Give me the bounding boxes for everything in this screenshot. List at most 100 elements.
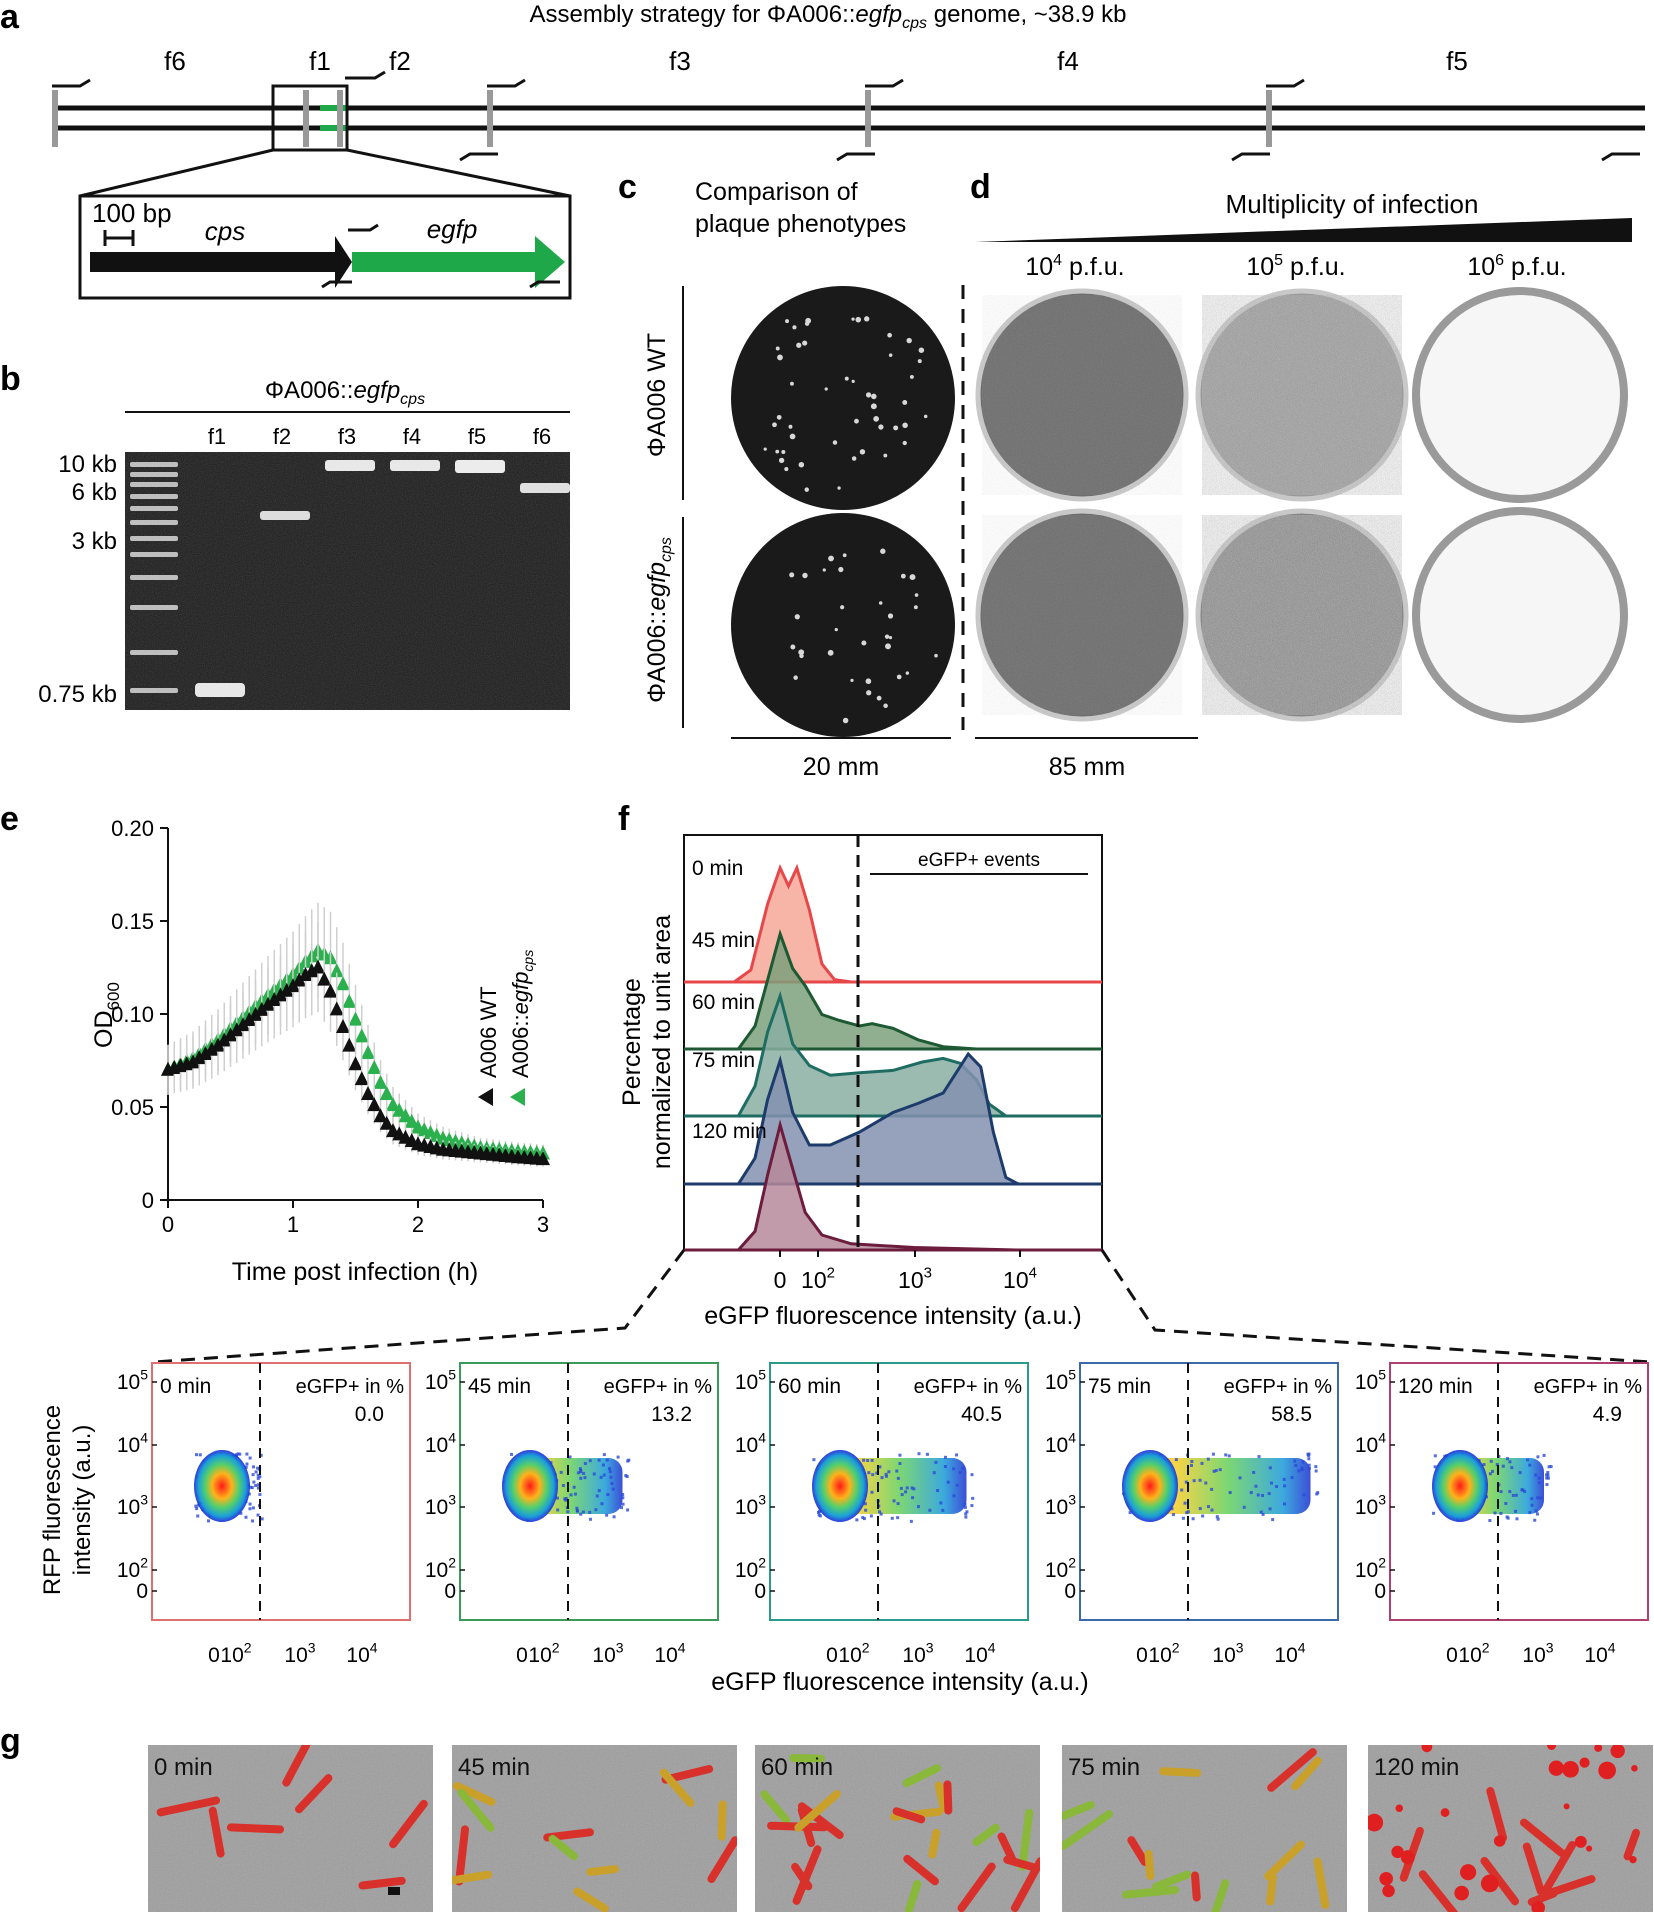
plaque bbox=[865, 678, 872, 685]
event bbox=[245, 1462, 249, 1466]
event bbox=[568, 1455, 572, 1459]
data-point bbox=[329, 963, 344, 978]
event bbox=[1293, 1459, 1297, 1463]
plaque bbox=[887, 613, 894, 619]
plaque bbox=[798, 461, 805, 468]
event bbox=[862, 1458, 866, 1462]
event bbox=[941, 1508, 945, 1512]
flow-core bbox=[812, 1450, 868, 1522]
event bbox=[887, 1470, 891, 1474]
event bbox=[248, 1507, 252, 1511]
primer-arrow bbox=[1601, 152, 1640, 162]
event bbox=[251, 1519, 255, 1523]
event bbox=[898, 1462, 902, 1466]
event bbox=[195, 1507, 199, 1511]
plaque bbox=[917, 359, 922, 364]
plaque bbox=[799, 653, 804, 659]
event bbox=[601, 1463, 605, 1467]
event bbox=[244, 1515, 248, 1519]
flow-frame bbox=[151, 1362, 411, 1621]
bacterium bbox=[902, 1764, 942, 1788]
data-point bbox=[404, 1113, 419, 1128]
bacterium bbox=[1266, 1873, 1277, 1906]
growth-chart: 0 1 2 3 0 0.05 0.10 0.15 0.20 OD600 Time post infe… bbox=[90, 816, 550, 1286]
event bbox=[251, 1473, 255, 1477]
plaque bbox=[861, 640, 867, 646]
scale-bar bbox=[388, 1887, 400, 1895]
event bbox=[612, 1515, 616, 1519]
plaque bbox=[906, 337, 912, 344]
event bbox=[1545, 1476, 1549, 1480]
plaque bbox=[850, 678, 854, 682]
tick-label: 0 bbox=[1374, 1580, 1386, 1603]
event bbox=[904, 1490, 908, 1494]
lane-label: f4 bbox=[403, 424, 421, 449]
plaque bbox=[851, 456, 857, 461]
event bbox=[564, 1497, 568, 1501]
data-point bbox=[254, 1001, 269, 1016]
gate-caption: eGFP+ in % bbox=[1224, 1376, 1333, 1398]
event bbox=[597, 1489, 601, 1493]
plaque bbox=[859, 449, 866, 455]
event bbox=[870, 1458, 874, 1462]
plaque bbox=[866, 690, 872, 696]
event bbox=[594, 1508, 598, 1512]
primer-arrow bbox=[865, 78, 904, 88]
bacterium bbox=[717, 1800, 727, 1841]
lane-label: f3 bbox=[338, 424, 356, 449]
lane-label: f6 bbox=[533, 424, 551, 449]
event bbox=[912, 1487, 916, 1491]
flow-core bbox=[1432, 1450, 1488, 1522]
event bbox=[939, 1501, 943, 1505]
lysed-cell bbox=[1610, 1745, 1625, 1759]
genome-map bbox=[52, 70, 1645, 198]
event bbox=[1170, 1507, 1174, 1511]
lysed-cell bbox=[1382, 1884, 1395, 1898]
bacterium bbox=[1540, 1840, 1577, 1897]
data-point bbox=[398, 1108, 413, 1123]
lysed-cell bbox=[1379, 1871, 1393, 1886]
event bbox=[575, 1506, 579, 1510]
event bbox=[1506, 1516, 1510, 1520]
plaque bbox=[864, 316, 870, 322]
bacterium bbox=[1519, 1818, 1566, 1857]
bacterium bbox=[1623, 1828, 1640, 1861]
event bbox=[1514, 1509, 1518, 1513]
data-point bbox=[273, 987, 288, 1002]
plaque bbox=[918, 347, 925, 353]
bacterium bbox=[1313, 1857, 1330, 1909]
data-point bbox=[379, 1115, 394, 1130]
event bbox=[1534, 1473, 1538, 1477]
data-point bbox=[336, 976, 350, 991]
panel-c-title-2: plaque phenotypes bbox=[695, 210, 906, 238]
plaque bbox=[840, 605, 845, 610]
event bbox=[812, 1458, 816, 1462]
event bbox=[588, 1510, 592, 1514]
primer-arrow bbox=[836, 152, 875, 162]
event bbox=[905, 1486, 909, 1490]
plaque bbox=[792, 325, 797, 330]
event bbox=[1300, 1466, 1304, 1470]
event bbox=[1314, 1469, 1318, 1473]
data-point bbox=[204, 1041, 219, 1056]
bacterium bbox=[1127, 1836, 1149, 1866]
plaque bbox=[902, 440, 907, 446]
x-tick-label: 1 bbox=[287, 1212, 299, 1237]
event bbox=[1294, 1463, 1298, 1467]
plaque bbox=[854, 418, 859, 424]
egfp-gene-arrow bbox=[352, 236, 565, 288]
event bbox=[1249, 1491, 1253, 1495]
histogram-0 bbox=[684, 863, 1102, 984]
event bbox=[248, 1456, 252, 1460]
event bbox=[1297, 1469, 1301, 1473]
plaque bbox=[900, 573, 906, 579]
cps-label: cps bbox=[205, 216, 245, 246]
bacterium bbox=[972, 1823, 1000, 1847]
flow-xlabel: eGFP fluorescence intensity (a.u.) bbox=[711, 1668, 1089, 1696]
primer-arrow bbox=[1231, 152, 1270, 162]
event bbox=[1290, 1476, 1294, 1480]
event bbox=[1499, 1511, 1503, 1515]
tick-label: 104 bbox=[346, 1640, 377, 1667]
gate-label: eGFP+ events bbox=[918, 850, 1040, 871]
tick-label: 102 bbox=[838, 1640, 869, 1667]
